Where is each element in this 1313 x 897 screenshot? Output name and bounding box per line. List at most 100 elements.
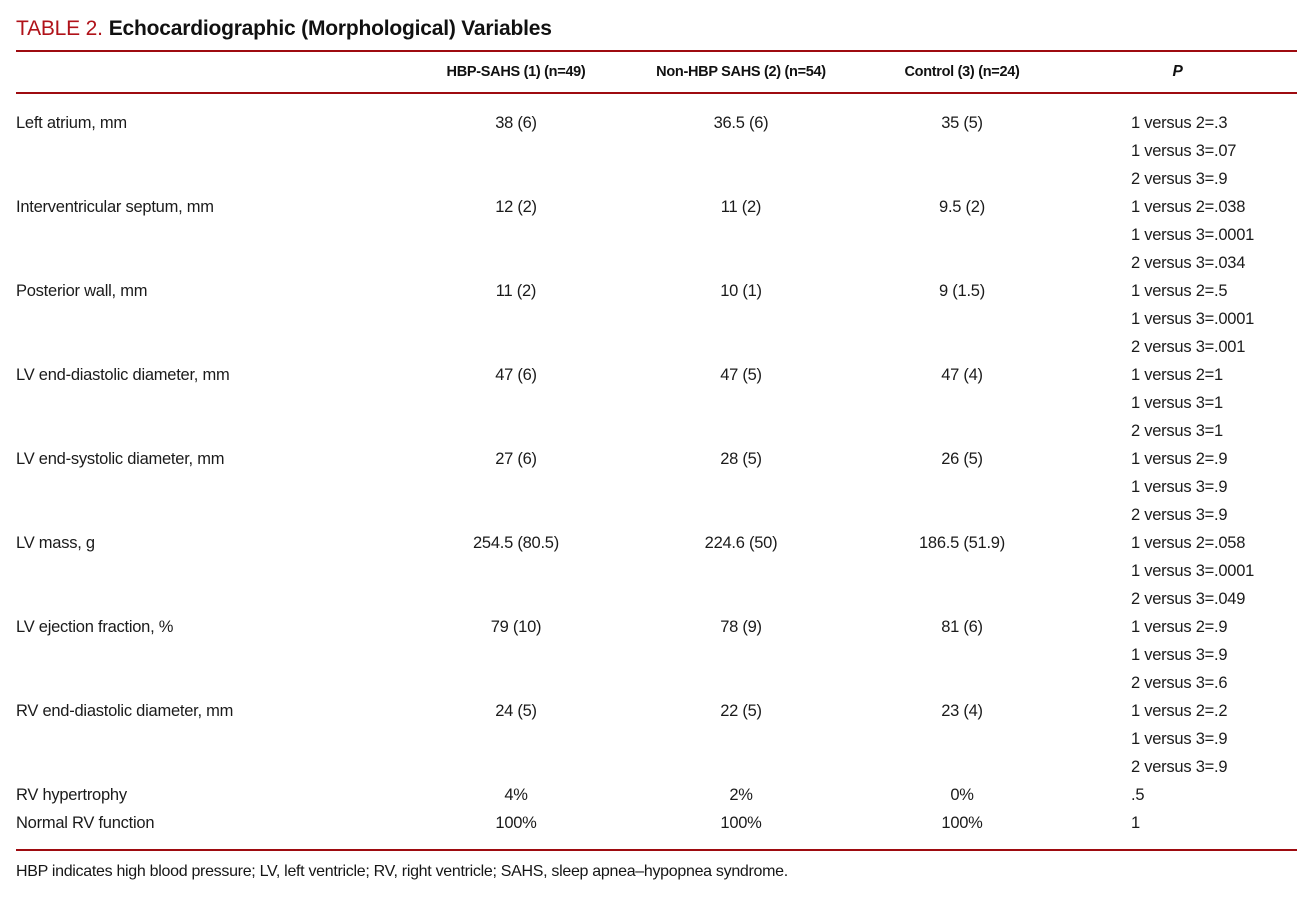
row-label: RV hypertrophy: [16, 786, 127, 804]
value-non-hbp-sahs: 47 (5): [720, 366, 762, 384]
row-label: LV end-systolic diameter, mm: [16, 450, 225, 468]
p-value-line: 1 versus 2=.2: [1131, 702, 1228, 720]
table-row: LV ejection fraction, % 79 (10) 78 (9) 8…: [16, 613, 1297, 697]
p-value-line: 2 versus 3=.6: [1131, 674, 1228, 692]
p-values: 1 versus 2=1 1 versus 3=1 2 versus 3=1: [1058, 361, 1297, 445]
p-value-line: 1 versus 3=.0001: [1131, 226, 1255, 244]
value-control: 26 (5): [941, 450, 983, 468]
table-header-row: HBP-SAHS (1) (n=49) Non-HBP SAHS (2) (n=…: [16, 52, 1297, 92]
p-value-line: 1 versus 2=1: [1131, 366, 1223, 384]
p-value-line: 1 versus 3=.0001: [1131, 562, 1255, 580]
p-value-line: 1 versus 3=.9: [1131, 478, 1228, 496]
p-value-line: 2 versus 3=1: [1131, 422, 1223, 440]
table-caption: Echocardiographic (Morphological) Variab…: [108, 17, 552, 40]
value-non-hbp-sahs: 28 (5): [720, 450, 762, 468]
value-non-hbp-sahs: 36.5 (6): [713, 114, 769, 132]
p-value-line: 2 versus 3=.001: [1131, 338, 1246, 356]
p-values: 1: [1058, 809, 1297, 837]
p-values: 1 versus 2=.9 1 versus 3=.9 2 versus 3=.9: [1058, 445, 1297, 529]
value-non-hbp-sahs: 224.6 (50): [704, 534, 778, 552]
value-hbp-sahs: 38 (6): [495, 114, 537, 132]
table-row: LV end-systolic diameter, mm 27 (6) 28 (…: [16, 445, 1297, 529]
value-control: 47 (4): [941, 366, 983, 384]
value-hbp-sahs: 254.5 (80.5): [473, 534, 559, 552]
table-title: TABLE 2. Echocardiographic (Morphological…: [16, 15, 1297, 42]
column-header-p: P: [1172, 63, 1183, 80]
row-label: Posterior wall, mm: [16, 282, 148, 300]
value-non-hbp-sahs: 100%: [720, 814, 762, 832]
value-control: 35 (5): [941, 114, 983, 132]
value-hbp-sahs: 24 (5): [495, 702, 537, 720]
value-control: 23 (4): [941, 702, 983, 720]
p-value-line: 1 versus 2=.3: [1131, 114, 1228, 132]
value-hbp-sahs: 47 (6): [495, 366, 537, 384]
value-hbp-sahs: 12 (2): [495, 198, 537, 216]
value-non-hbp-sahs: 2%: [729, 786, 753, 804]
p-value-line: 2 versus 3=.9: [1131, 170, 1228, 188]
p-value-line: 1 versus 2=.9: [1131, 618, 1228, 636]
value-hbp-sahs: 4%: [504, 786, 528, 804]
value-control: 9.5 (2): [939, 198, 985, 216]
p-values: 1 versus 2=.058 1 versus 3=.0001 2 versus …: [1058, 529, 1297, 613]
value-control: 9 (1.5): [939, 282, 985, 300]
p-value-line: 1 versus 3=1: [1131, 394, 1223, 412]
table-footnote: HBP indicates high blood pressure; LV, l…: [16, 863, 788, 880]
p-values: 1 versus 2=.9 1 versus 3=.9 2 versus 3=.6: [1058, 613, 1297, 697]
p-value-line: 1 versus 2=.038: [1131, 198, 1246, 216]
table-row: Left atrium, mm 38 (6) 36.5 (6) 35 (5) 1…: [16, 109, 1297, 193]
table-number: TABLE 2.: [16, 17, 103, 40]
p-value-line: .5: [1131, 786, 1145, 804]
p-values: .5: [1058, 781, 1297, 809]
rule-top: [16, 50, 1297, 52]
table-row: Normal RV function 100% 100% 100% 1: [16, 809, 1297, 837]
value-non-hbp-sahs: 22 (5): [720, 702, 762, 720]
row-label: LV ejection fraction, %: [16, 618, 174, 636]
value-hbp-sahs: 27 (6): [495, 450, 537, 468]
value-control: 186.5 (51.9): [919, 534, 1005, 552]
row-label: Normal RV function: [16, 814, 155, 832]
table-row: LV mass, g 254.5 (80.5) 224.6 (50) 186.5…: [16, 529, 1297, 613]
p-value-line: 2 versus 3=.049: [1131, 590, 1246, 608]
column-header-non-hbp-sahs: Non-HBP SAHS (2) (n=54): [656, 64, 826, 80]
value-hbp-sahs: 79 (10): [490, 618, 542, 636]
p-value-line: 2 versus 3=.9: [1131, 758, 1228, 776]
column-header-control: Control (3) (n=24): [904, 64, 1020, 80]
p-value-line: 1: [1131, 814, 1140, 832]
p-values: 1 versus 2=.5 1 versus 3=.0001 2 versus 3=…: [1058, 277, 1297, 361]
value-non-hbp-sahs: 10 (1): [720, 282, 762, 300]
p-value-line: 1 versus 3=.0001: [1131, 310, 1255, 328]
value-non-hbp-sahs: 11 (2): [720, 198, 762, 216]
row-label: Left atrium, mm: [16, 114, 127, 132]
p-values: 1 versus 2=.038 1 versus 3=.0001 2 versus …: [1058, 193, 1297, 277]
p-value-line: 1 versus 2=.9: [1131, 450, 1228, 468]
value-control: 100%: [941, 814, 983, 832]
table-row: RV hypertrophy 4% 2% 0% .5: [16, 781, 1297, 809]
p-value-line: 1 versus 2=.5: [1131, 282, 1228, 300]
p-value-line: 1 versus 3=.9: [1131, 730, 1228, 748]
value-non-hbp-sahs: 78 (9): [720, 618, 762, 636]
value-control: 81 (6): [941, 618, 983, 636]
table-body: Left atrium, mm 38 (6) 36.5 (6) 35 (5) 1…: [16, 94, 1297, 849]
table-row: RV end-diastolic diameter, mm 24 (5) 22 …: [16, 697, 1297, 781]
p-value-line: 1 versus 3=.9: [1131, 646, 1228, 664]
p-values: 1 versus 2=.3 1 versus 3=.07 2 versus 3=.9: [1058, 109, 1297, 193]
table-row: Posterior wall, mm 11 (2) 10 (1) 9 (1.5)…: [16, 277, 1297, 361]
row-label: Interventricular septum, mm: [16, 198, 214, 216]
column-header-hbp-sahs: HBP-SAHS (1) (n=49): [446, 64, 586, 80]
p-value-line: 1 versus 2=.058: [1131, 534, 1246, 552]
table-row: LV end-diastolic diameter, mm 47 (6) 47 …: [16, 361, 1297, 445]
row-label: LV end-diastolic diameter, mm: [16, 366, 230, 384]
value-hbp-sahs: 100%: [495, 814, 537, 832]
p-values: 1 versus 2=.2 1 versus 3=.9 2 versus 3=.9: [1058, 697, 1297, 781]
rule-bottom: [16, 849, 1297, 851]
row-label: LV mass, g: [16, 534, 95, 552]
rule-header-bottom: [16, 92, 1297, 94]
value-hbp-sahs: 11 (2): [495, 282, 537, 300]
value-control: 0%: [950, 786, 974, 804]
table-row: Interventricular septum, mm 12 (2) 11 (2…: [16, 193, 1297, 277]
p-value-line: 2 versus 3=.9: [1131, 506, 1228, 524]
row-label: RV end-diastolic diameter, mm: [16, 702, 234, 720]
p-value-line: 2 versus 3=.034: [1131, 254, 1246, 272]
p-value-line: 1 versus 3=.07: [1131, 142, 1237, 160]
